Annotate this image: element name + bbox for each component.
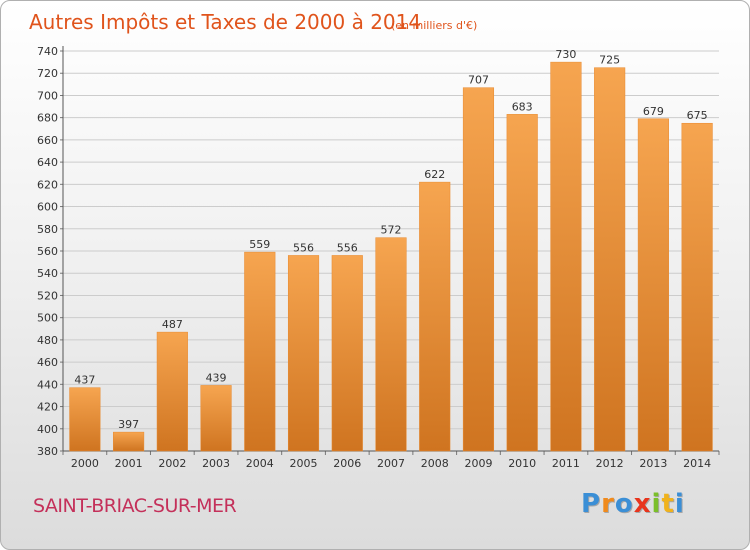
- y-tick-label: 520: [37, 289, 58, 302]
- x-tick-label: 2002: [158, 457, 186, 470]
- x-tick-label: 2005: [290, 457, 318, 470]
- x-tick-label: 2011: [552, 457, 580, 470]
- y-tick-label: 720: [37, 67, 58, 80]
- value-label: 707: [468, 74, 489, 87]
- value-label: 572: [381, 224, 402, 237]
- bar-2006: [331, 255, 363, 452]
- y-tick-label: 660: [37, 134, 58, 147]
- y-tick-label: 620: [37, 178, 58, 191]
- y-tick-label: 700: [37, 89, 58, 102]
- bar-2009: [462, 87, 495, 452]
- logo-letter: t: [661, 489, 675, 519]
- value-label: 437: [74, 374, 95, 387]
- chart-unit: (en milliers d'€): [391, 19, 477, 32]
- value-label: 559: [249, 238, 270, 251]
- value-label: 675: [687, 109, 708, 122]
- value-label: 730: [555, 48, 576, 61]
- logo-letter: i: [674, 489, 685, 519]
- x-tick-label: 2001: [115, 457, 143, 470]
- x-tick-label: 2007: [377, 457, 405, 470]
- value-labels: 437 397 487 439 559 556 556 572 622 707 683 730 725 6…: [74, 48, 707, 431]
- logo-letter: P: [581, 489, 602, 519]
- value-label: 622: [424, 168, 445, 181]
- logo-letter: i: [651, 489, 662, 519]
- x-tick-label: 2006: [333, 457, 361, 470]
- y-tick-label: 460: [37, 356, 58, 369]
- x-tick-label: 2008: [421, 457, 449, 470]
- y-tick-label: 500: [37, 312, 58, 325]
- bar-2013: [637, 118, 669, 452]
- bar-2005: [287, 255, 320, 452]
- bar-2014: [681, 122, 713, 452]
- proxiti-logo: Proxiti: [581, 489, 685, 519]
- value-label: 683: [512, 100, 533, 113]
- y-tick-label: 420: [37, 401, 58, 414]
- y-tick-label: 640: [37, 156, 58, 169]
- y-tick-label: 740: [37, 45, 58, 58]
- bar-2002: [156, 331, 188, 452]
- x-tick-label: 2013: [639, 457, 667, 470]
- bar-2004: [244, 251, 276, 452]
- y-tick-label: 400: [37, 423, 58, 436]
- value-label: 439: [206, 371, 227, 384]
- value-label: 725: [599, 54, 620, 67]
- bar-2007: [375, 237, 407, 452]
- y-tick-label: 560: [37, 245, 58, 258]
- value-label: 556: [337, 241, 358, 254]
- value-label: 556: [293, 241, 314, 254]
- value-label: 397: [118, 418, 139, 431]
- bar-2012: [594, 67, 626, 452]
- bar-2000: [69, 387, 101, 452]
- chart-title: Autres Impôts et Taxes de 2000 à 2014: [29, 10, 421, 34]
- x-tick-label: 2004: [246, 457, 274, 470]
- y-tick-label: 580: [37, 223, 58, 236]
- bar-2010: [506, 114, 538, 452]
- y-tick-label: 600: [37, 201, 58, 214]
- place-name: SAINT-BRIAC-SUR-MER: [33, 495, 237, 517]
- bar-2003: [200, 385, 232, 452]
- logo-letter: r: [601, 489, 615, 519]
- x-tick-label: 2014: [683, 457, 711, 470]
- y-tick-label: 680: [37, 112, 58, 125]
- bar-2001: [113, 431, 145, 452]
- value-label: 487: [162, 318, 183, 331]
- bar-2011: [550, 61, 582, 452]
- x-tick-label: 2009: [464, 457, 492, 470]
- bars: [69, 61, 713, 452]
- y-tick-label: 540: [37, 267, 58, 280]
- x-tick-label: 2000: [71, 457, 99, 470]
- x-tick-label: 2010: [508, 457, 536, 470]
- logo-letter: x: [633, 489, 652, 519]
- y-tick-label: 380: [37, 445, 58, 458]
- x-tick-label: 2012: [596, 457, 624, 470]
- logo-letter: o: [614, 489, 634, 519]
- x-tick-label: 2003: [202, 457, 230, 470]
- bar-2008: [419, 181, 451, 452]
- y-tick-label: 440: [37, 378, 58, 391]
- y-tick-label: 480: [37, 334, 58, 347]
- value-label: 679: [643, 105, 664, 118]
